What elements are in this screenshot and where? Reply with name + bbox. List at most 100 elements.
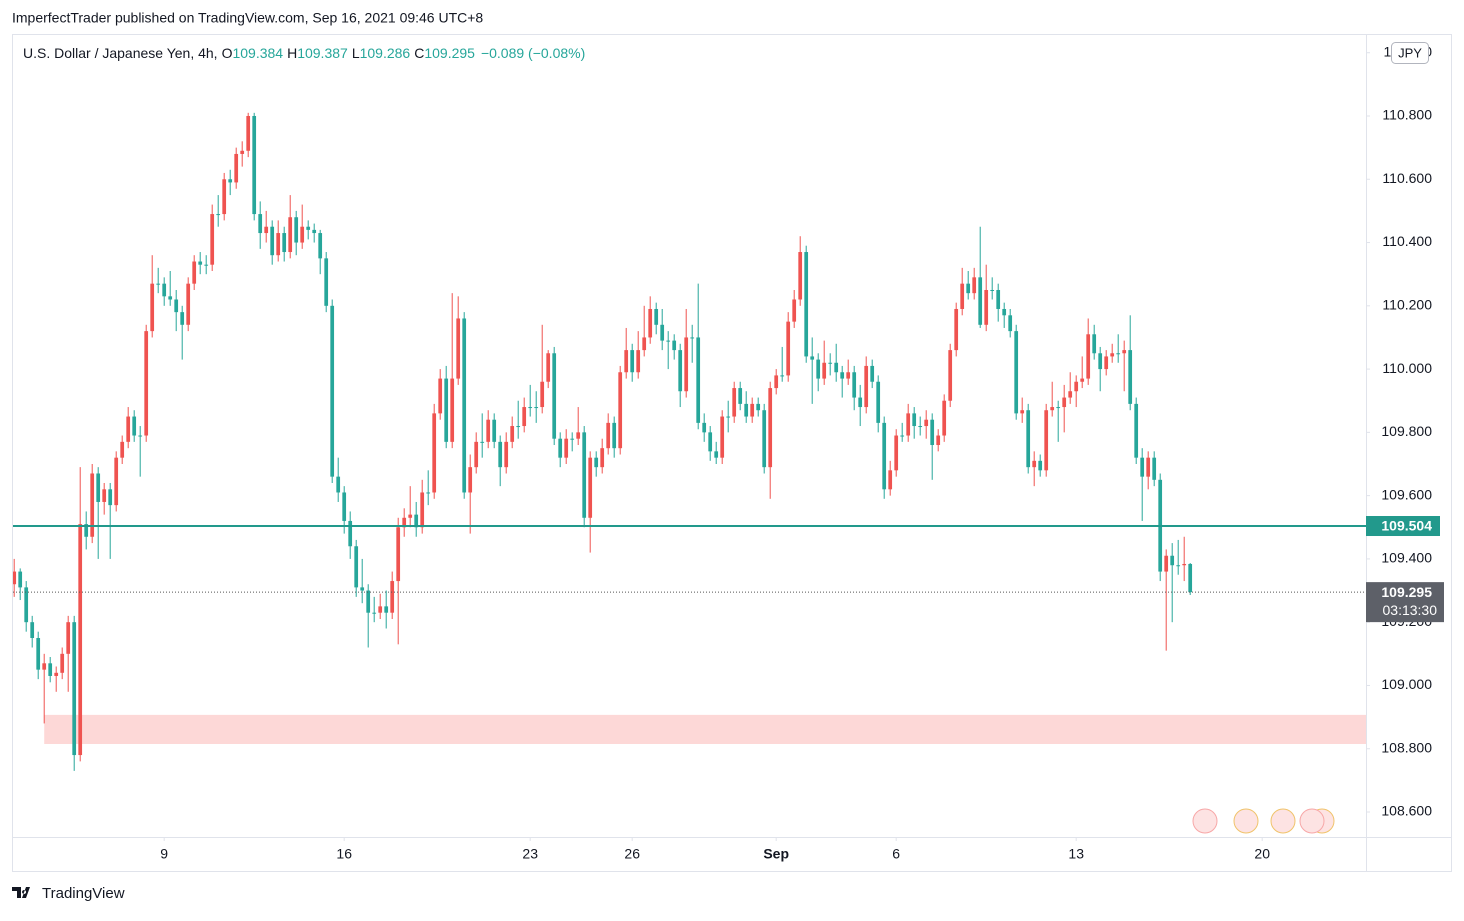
candle-body <box>414 514 419 528</box>
candle <box>450 293 455 449</box>
candle-body <box>528 407 533 409</box>
x-tick-label: 9 <box>160 846 168 862</box>
x-tick-label: 6 <box>892 846 900 862</box>
candle <box>90 463 95 544</box>
candle <box>1050 381 1055 417</box>
candle <box>390 571 395 620</box>
candle <box>408 486 413 528</box>
candle-body <box>630 350 635 373</box>
y-tick-label: 108.800 <box>1381 739 1432 755</box>
candle <box>954 302 959 357</box>
candle-body <box>378 606 383 613</box>
candle-body <box>672 340 677 351</box>
candle-body <box>222 179 227 215</box>
candle <box>402 508 407 537</box>
candle-body <box>798 252 803 300</box>
candle <box>960 267 965 316</box>
legend-field-value: 109.384 <box>232 45 283 61</box>
candle <box>72 615 77 771</box>
candle-body <box>1134 403 1139 458</box>
candle-body <box>726 416 731 418</box>
candle-body <box>846 372 851 379</box>
candle <box>486 410 491 449</box>
candle-body <box>1146 457 1151 477</box>
candle-body <box>1140 457 1145 477</box>
candle-body <box>1008 315 1013 332</box>
candle-body <box>906 413 911 436</box>
candle <box>792 289 797 328</box>
candle-body <box>1098 353 1103 370</box>
candle-body <box>198 261 203 265</box>
candle-body <box>924 419 929 427</box>
candle <box>348 511 353 559</box>
candle <box>498 435 503 487</box>
candle-body <box>558 438 563 458</box>
candle <box>588 451 593 553</box>
event-icon[interactable] <box>1299 808 1325 834</box>
candle <box>1086 318 1091 385</box>
candle-body <box>498 441 503 468</box>
candle <box>162 277 167 306</box>
candle <box>534 391 539 423</box>
candle-body <box>120 441 125 458</box>
candle <box>1152 451 1157 487</box>
event-icon[interactable] <box>1233 808 1259 834</box>
candle-body <box>216 214 221 216</box>
candle <box>210 204 215 272</box>
event-icon[interactable] <box>1192 808 1218 834</box>
candle-body <box>564 438 569 458</box>
candle-body <box>600 448 605 468</box>
candle <box>540 324 545 414</box>
candle-body <box>390 581 395 613</box>
x-tick-label: 26 <box>624 846 640 862</box>
axes: 108.600108.800109.000109.200109.400109.6… <box>160 43 1444 862</box>
candle-body <box>714 451 719 458</box>
candle <box>13 558 17 597</box>
candle <box>1110 343 1115 363</box>
candle <box>582 426 587 528</box>
candle-body <box>768 388 773 468</box>
candle <box>66 615 71 692</box>
candle <box>1128 315 1133 411</box>
candle <box>672 334 677 360</box>
y-tick-label: 110.400 <box>1382 233 1432 249</box>
candle-body <box>276 233 281 256</box>
candle <box>690 324 695 363</box>
candle <box>600 438 605 474</box>
candle <box>1002 302 1007 328</box>
candle <box>60 647 65 680</box>
candle <box>54 666 59 692</box>
candle-body <box>660 324 665 341</box>
candle-body <box>1188 563 1193 593</box>
event-icon[interactable] <box>1270 808 1296 834</box>
candle <box>1026 403 1031 474</box>
candle <box>1080 356 1085 389</box>
legend-field-value: 109.387 <box>297 45 348 61</box>
currency-button[interactable]: JPY <box>1391 42 1429 64</box>
candle-body <box>156 283 161 285</box>
candle-body <box>48 663 53 676</box>
currency-button-box[interactable] <box>1391 42 1429 64</box>
candle <box>696 283 701 430</box>
candle-body <box>1020 410 1025 414</box>
candle <box>924 410 929 439</box>
candle <box>480 413 485 458</box>
candle-body <box>702 422 707 433</box>
candle <box>1062 384 1067 433</box>
candle <box>1158 473 1163 582</box>
candle <box>774 369 779 395</box>
candle-body <box>666 340 671 342</box>
candle <box>996 283 1001 322</box>
candle <box>360 558 365 604</box>
last-price-label: 109.295 <box>1381 584 1432 600</box>
candle <box>246 112 251 158</box>
candle <box>666 331 671 370</box>
candle <box>660 308 665 351</box>
candle <box>684 308 689 398</box>
candle <box>780 346 785 382</box>
currency-label[interactable]: JPY <box>1398 45 1422 60</box>
candle <box>234 147 239 189</box>
candle-body <box>1080 378 1085 382</box>
candle-body <box>762 410 767 468</box>
